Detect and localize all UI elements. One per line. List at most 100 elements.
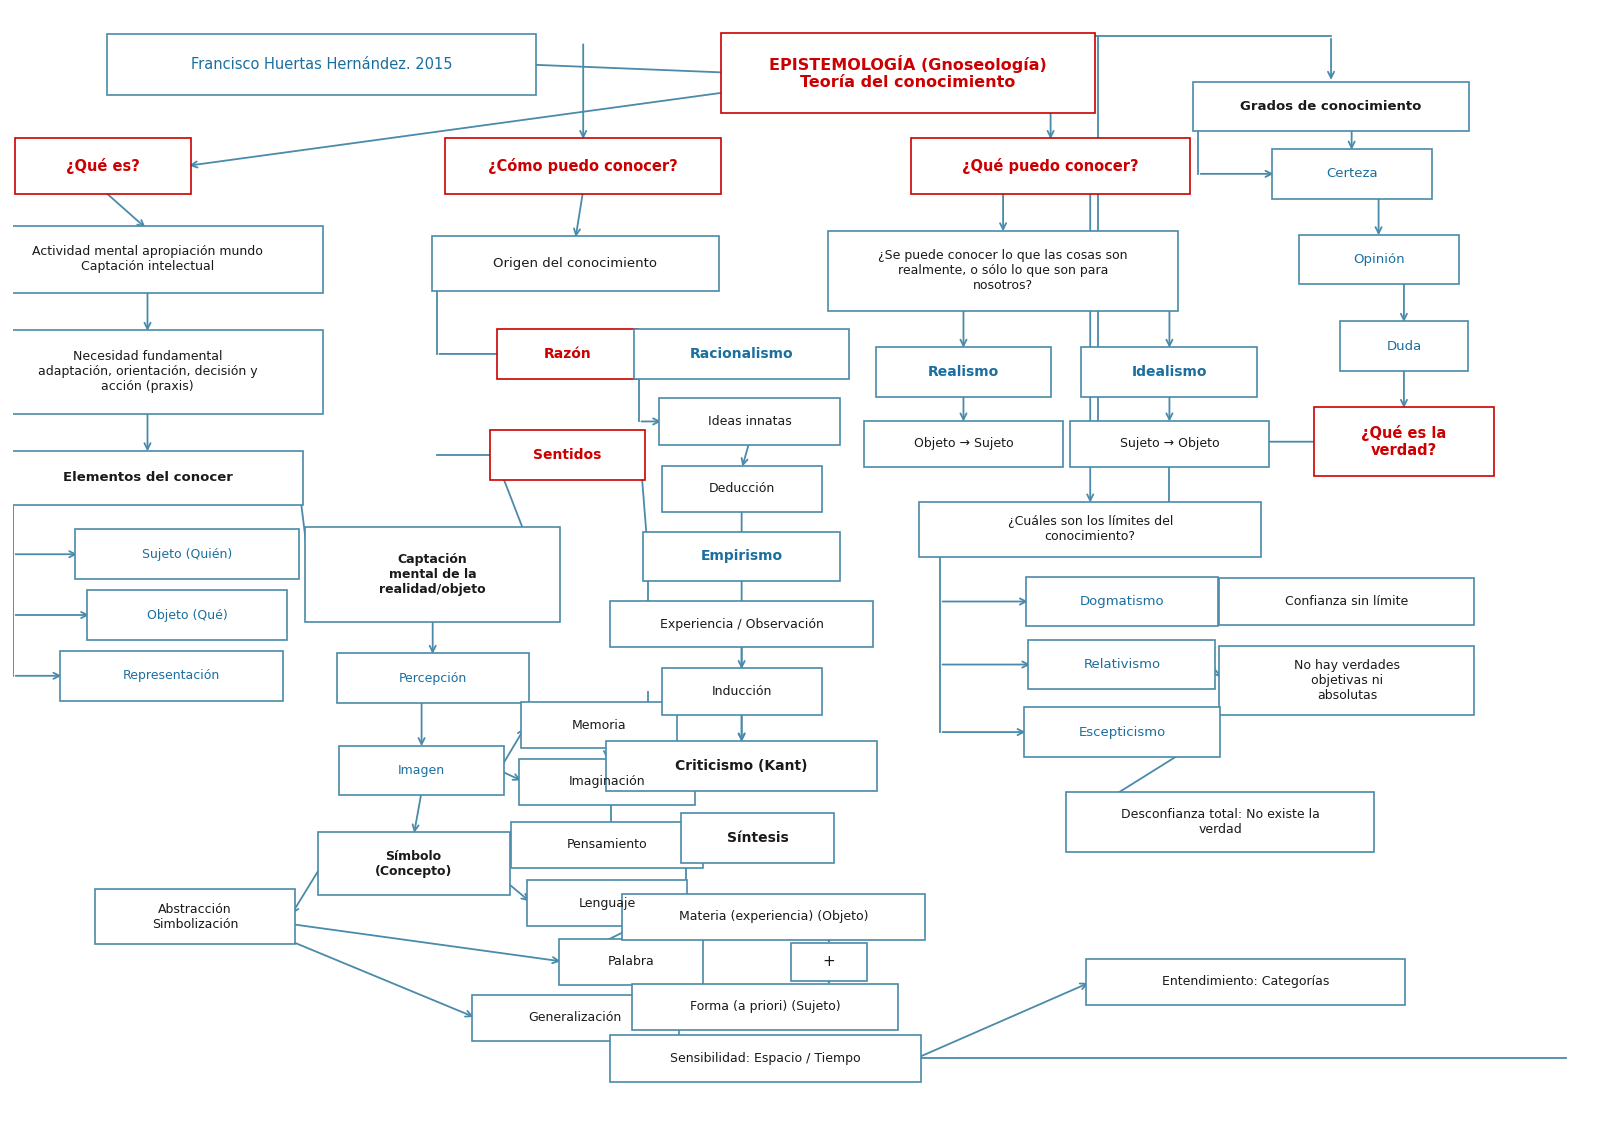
FancyBboxPatch shape <box>910 138 1190 193</box>
FancyBboxPatch shape <box>526 880 686 926</box>
FancyBboxPatch shape <box>1339 321 1469 371</box>
Text: Materia (experiencia) (Objeto): Materia (experiencia) (Objeto) <box>678 910 869 923</box>
FancyBboxPatch shape <box>1070 421 1269 467</box>
Text: Lenguaje: Lenguaje <box>578 897 635 909</box>
Text: No hay verdades
objetivas ni
absolutas: No hay verdades objetivas ni absolutas <box>1294 658 1400 702</box>
Text: Entendimiento: Categorías: Entendimiento: Categorías <box>1162 975 1330 988</box>
FancyBboxPatch shape <box>827 231 1178 311</box>
Text: Dogmatismo: Dogmatismo <box>1080 595 1165 608</box>
FancyBboxPatch shape <box>0 330 323 414</box>
FancyBboxPatch shape <box>490 431 645 480</box>
Text: Percepción: Percepción <box>398 672 467 684</box>
Text: Sujeto → Objeto: Sujeto → Objeto <box>1120 438 1219 450</box>
Text: Abstracción
Simbolización: Abstracción Simbolización <box>152 903 238 931</box>
FancyBboxPatch shape <box>1086 959 1405 1005</box>
Text: Desconfianza total: No existe la
verdad: Desconfianza total: No existe la verdad <box>1120 809 1320 836</box>
Text: EPISTEMOLOGÍA (Gnoseología)
Teoría del conocimiento: EPISTEMOLOGÍA (Gnoseología) Teoría del c… <box>770 55 1046 90</box>
Text: Necesidad fundamental
adaptación, orientación, decisión y
acción (praxis): Necesidad fundamental adaptación, orient… <box>38 351 258 394</box>
FancyBboxPatch shape <box>632 984 899 1029</box>
FancyBboxPatch shape <box>1194 81 1469 131</box>
Text: Representación: Representación <box>123 670 219 682</box>
Text: Pensamiento: Pensamiento <box>566 838 648 852</box>
FancyBboxPatch shape <box>338 654 528 702</box>
Text: Objeto → Sujeto: Objeto → Sujeto <box>914 438 1013 450</box>
Text: Realismo: Realismo <box>928 365 998 379</box>
Text: Sensibilidad: Espacio / Tiempo: Sensibilidad: Espacio / Tiempo <box>670 1052 861 1065</box>
Text: Relativismo: Relativismo <box>1083 658 1160 671</box>
FancyBboxPatch shape <box>88 590 286 640</box>
Text: ¿Se puede conocer lo que las cosas son
realmente, o sólo lo que son para
nosotro: ¿Se puede conocer lo que las cosas son r… <box>878 249 1128 292</box>
FancyBboxPatch shape <box>1314 407 1494 476</box>
Text: Ideas innatas: Ideas innatas <box>707 415 792 428</box>
Text: Símbolo
(Concepto): Símbolo (Concepto) <box>374 849 453 878</box>
Text: Confianza sin límite: Confianza sin límite <box>1285 595 1408 608</box>
FancyBboxPatch shape <box>59 651 283 700</box>
FancyBboxPatch shape <box>864 421 1064 467</box>
FancyBboxPatch shape <box>445 138 722 193</box>
Text: ¿Qué puedo conocer?: ¿Qué puedo conocer? <box>962 158 1139 174</box>
Text: Generalización: Generalización <box>528 1011 622 1025</box>
FancyBboxPatch shape <box>918 502 1261 558</box>
FancyBboxPatch shape <box>659 398 840 444</box>
Text: Elementos del conocer: Elementos del conocer <box>62 472 232 484</box>
Text: ¿Qué es?: ¿Qué es? <box>66 158 141 174</box>
Text: Imaginación: Imaginación <box>568 775 645 788</box>
FancyBboxPatch shape <box>522 702 677 749</box>
FancyBboxPatch shape <box>339 745 504 795</box>
FancyBboxPatch shape <box>1026 577 1218 627</box>
FancyBboxPatch shape <box>318 832 509 896</box>
Text: Forma (a priori) (Sujeto): Forma (a priori) (Sujeto) <box>690 1000 840 1013</box>
FancyBboxPatch shape <box>1219 646 1475 715</box>
FancyBboxPatch shape <box>14 138 190 193</box>
FancyBboxPatch shape <box>722 33 1094 112</box>
FancyBboxPatch shape <box>622 893 925 940</box>
Text: ¿Cómo puedo conocer?: ¿Cómo puedo conocer? <box>488 158 678 174</box>
Text: Experiencia / Observación: Experiencia / Observación <box>659 618 824 630</box>
FancyBboxPatch shape <box>606 741 877 791</box>
FancyBboxPatch shape <box>510 821 702 867</box>
FancyBboxPatch shape <box>75 529 299 579</box>
Text: Actividad mental apropiación mundo
Captación intelectual: Actividad mental apropiación mundo Capta… <box>32 245 262 274</box>
Text: ¿Cuáles son los límites del
conocimiento?: ¿Cuáles son los límites del conocimiento… <box>1008 516 1173 544</box>
FancyBboxPatch shape <box>558 939 702 985</box>
Text: +: + <box>822 955 835 969</box>
FancyBboxPatch shape <box>662 668 822 715</box>
FancyBboxPatch shape <box>472 995 678 1041</box>
FancyBboxPatch shape <box>634 329 850 379</box>
Text: Deducción: Deducción <box>709 483 774 495</box>
FancyBboxPatch shape <box>643 532 840 581</box>
Text: Criticismo (Kant): Criticismo (Kant) <box>675 759 808 772</box>
FancyBboxPatch shape <box>96 889 294 944</box>
FancyBboxPatch shape <box>610 601 874 647</box>
Text: Inducción: Inducción <box>712 685 771 698</box>
Text: Opinión: Opinión <box>1352 253 1405 266</box>
FancyBboxPatch shape <box>1272 149 1432 199</box>
Text: Captación
mental de la
realidad/objeto: Captación mental de la realidad/objeto <box>379 553 486 596</box>
Text: Empirismo: Empirismo <box>701 550 782 563</box>
FancyBboxPatch shape <box>1067 792 1374 853</box>
Text: ¿Qué es la
verdad?: ¿Qué es la verdad? <box>1362 425 1446 458</box>
FancyBboxPatch shape <box>498 329 638 379</box>
Text: Racionalismo: Racionalismo <box>690 347 794 361</box>
FancyBboxPatch shape <box>1029 640 1216 689</box>
Text: Palabra: Palabra <box>608 956 654 968</box>
FancyBboxPatch shape <box>790 942 867 981</box>
FancyBboxPatch shape <box>1082 347 1258 397</box>
FancyBboxPatch shape <box>682 813 834 863</box>
Text: Imagen: Imagen <box>398 763 445 777</box>
Text: Memoria: Memoria <box>571 719 626 732</box>
FancyBboxPatch shape <box>0 226 323 293</box>
FancyBboxPatch shape <box>107 34 536 95</box>
FancyBboxPatch shape <box>662 466 822 512</box>
FancyBboxPatch shape <box>875 347 1051 397</box>
Text: Origen del conocimiento: Origen del conocimiento <box>493 258 658 270</box>
Text: Escepticismo: Escepticismo <box>1078 726 1165 739</box>
Text: Síntesis: Síntesis <box>726 831 789 845</box>
FancyBboxPatch shape <box>518 759 694 804</box>
Text: Francisco Huertas Hernández. 2015: Francisco Huertas Hernández. 2015 <box>190 58 453 72</box>
Text: Duda: Duda <box>1386 339 1421 353</box>
Text: Razón: Razón <box>544 347 592 361</box>
FancyBboxPatch shape <box>1299 234 1459 284</box>
Text: Sujeto (Quién): Sujeto (Quién) <box>142 547 232 561</box>
FancyBboxPatch shape <box>1024 707 1221 757</box>
